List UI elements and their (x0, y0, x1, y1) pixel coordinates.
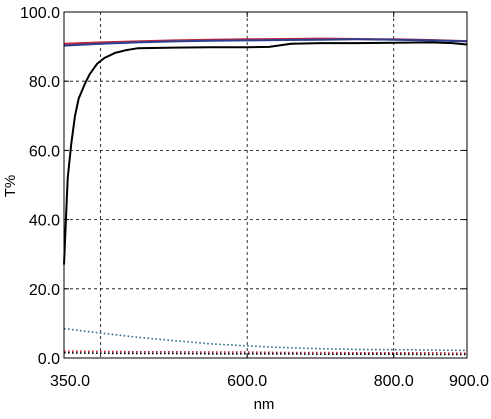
series-line-2 (63, 38, 468, 47)
series-line-5 (63, 350, 468, 354)
y-tick-label: 60.0 (29, 143, 60, 160)
x-tick-label: 900.0 (449, 373, 489, 390)
tick-layer: 0.0 20.0 40.0 60.0 80.0 100.0 350.0 600.0 800.0 9… (20, 5, 489, 390)
x-tick-label: 350.0 (50, 373, 90, 390)
y-tick-label: 80.0 (29, 74, 60, 91)
y-axis-label: T% (2, 175, 19, 198)
series-line-4 (63, 327, 468, 352)
x-axis-label: nm (254, 396, 275, 413)
y-tick-label: 0.0 (38, 351, 60, 368)
x-tick-label: 800.0 (374, 373, 414, 390)
x-tick-label: 600.0 (227, 373, 267, 390)
series-line-3 (63, 41, 468, 265)
y-tick-label: 100.0 (20, 5, 60, 22)
series-layer (63, 37, 468, 356)
series-line-6 (63, 352, 467, 356)
y-tick-label: 20.0 (29, 282, 60, 299)
grid-layer (64, 12, 467, 358)
y-tick-label: 40.0 (29, 213, 60, 230)
plot-frame (63, 11, 468, 359)
